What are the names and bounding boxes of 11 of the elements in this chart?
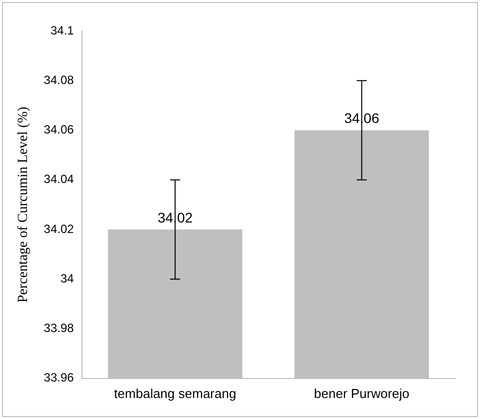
y-axis-title: Percentage of Curcumin Level (%) — [16, 106, 32, 303]
y-tick-label: 33.96 — [44, 370, 74, 385]
y-tick-label: 34.06 — [44, 122, 74, 137]
y-tick-label: 33.98 — [44, 321, 74, 336]
x-tick-label: bener Purworejo — [314, 386, 410, 401]
y-tick-label: 34.08 — [44, 72, 74, 87]
y-tick-label: 34.1 — [50, 23, 74, 38]
x-tick-label: tembalang semarang — [114, 386, 236, 401]
y-tick-label: 34.04 — [44, 172, 74, 186]
y-tick-label: 34.02 — [44, 222, 74, 236]
y-tick-label: 34 — [60, 271, 74, 286]
